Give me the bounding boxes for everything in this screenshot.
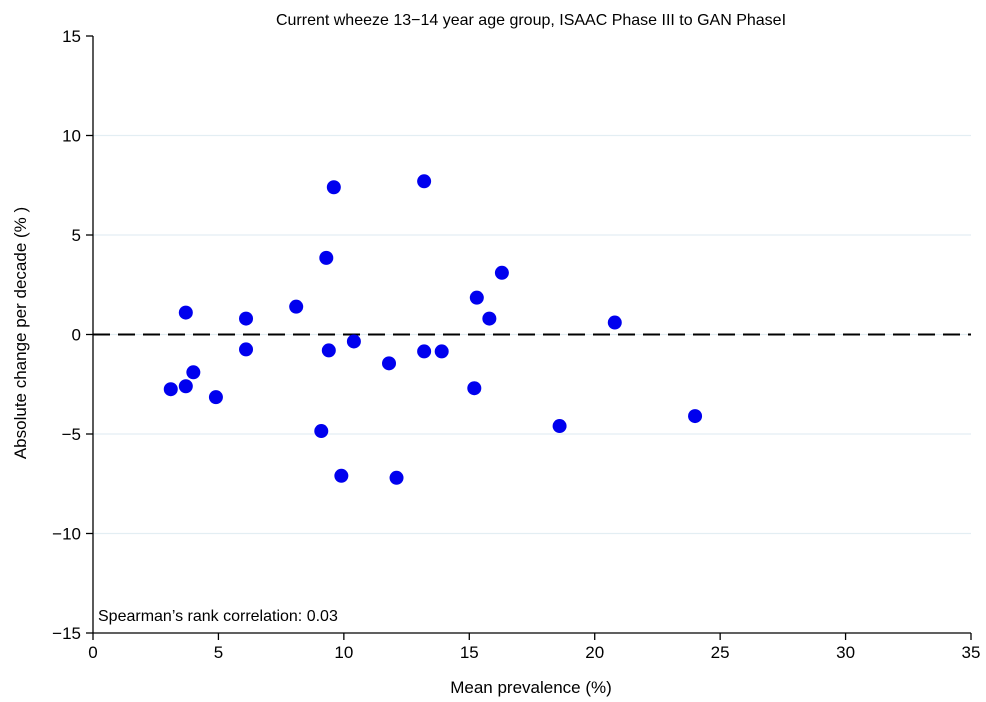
data-point [321,343,336,358]
x-tick-label: 25 [711,643,730,662]
x-tick-label: 5 [214,643,223,662]
data-point [494,265,509,280]
data-point [178,305,193,320]
x-axis-title: Mean prevalence (%) [450,678,612,697]
data-point [688,409,703,424]
data-point [417,344,432,359]
data-point [417,174,432,189]
data-point [239,311,254,326]
y-tick-label: −10 [52,525,81,544]
chart-title: Current wheeze 13−14 year age group, ISA… [276,12,786,29]
correlation-annotation: Spearman’s rank correlation: 0.03 [98,608,338,625]
ticks: −15 −10 −5 0 5 10 15 0 5 10 15 20 25 30 35 [52,27,980,662]
data-point [467,381,482,396]
data-point [208,390,223,405]
x-tick-label: 10 [334,643,353,662]
y-axis-title: Absolute change per decade (% ) [11,207,30,459]
data-point [607,315,622,330]
x-tick-label: 20 [585,643,604,662]
y-tick-label: 10 [62,127,81,146]
data-point [334,468,349,483]
y-tick-label: −5 [62,425,81,444]
data-point [482,311,497,326]
y-tick-label: 0 [72,326,81,345]
data-point [186,365,201,380]
data-point [552,419,567,434]
data-point [319,250,334,265]
y-tick-label: 5 [72,226,81,245]
data-point [382,356,397,371]
data-point [434,344,449,359]
data-point [163,382,178,397]
data-point [289,299,304,314]
data-point [326,180,341,195]
data-point [389,470,404,485]
x-tick-label: 15 [460,643,479,662]
x-tick-label: 35 [962,643,981,662]
data-point [239,342,254,357]
data-point [469,290,484,305]
data-point [346,334,361,349]
x-tick-label: 0 [88,643,97,662]
y-tick-label: −15 [52,624,81,643]
data-point [314,424,329,439]
x-tick-label: 30 [836,643,855,662]
data-point [178,379,193,394]
data-points [163,174,703,485]
y-tick-label: 15 [62,27,81,46]
